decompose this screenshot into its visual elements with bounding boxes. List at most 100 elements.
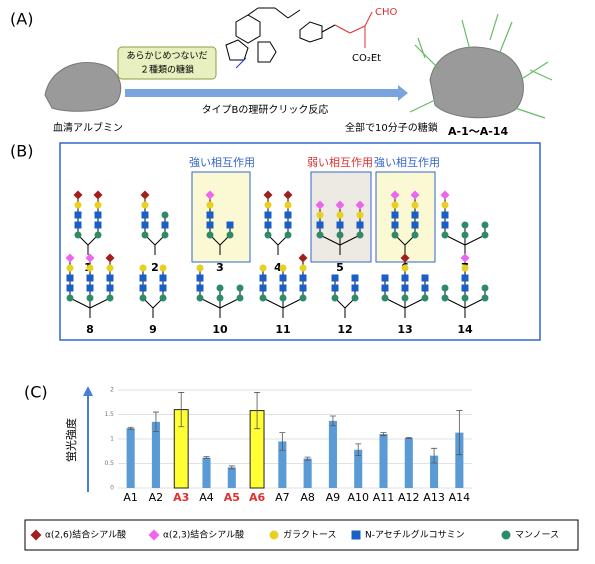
glcnac-symbol xyxy=(421,284,429,292)
glcnac-symbol xyxy=(196,274,204,282)
glycan-bond xyxy=(219,297,241,309)
galactose-symbol xyxy=(94,201,102,209)
glcnac-symbol xyxy=(284,221,292,229)
glcnac-symbol xyxy=(441,211,449,219)
mannose-symbol xyxy=(236,284,244,292)
error-bar xyxy=(355,443,362,457)
panel-label: (A) xyxy=(10,10,33,29)
glycan-bond xyxy=(89,297,111,309)
mannose-symbol xyxy=(461,231,469,239)
x-tick-label: A7 xyxy=(275,491,290,504)
mannose-symbol xyxy=(216,284,224,292)
mannose-symbol xyxy=(196,294,204,302)
glycan-number: 8 xyxy=(86,323,94,336)
legend-label: マンノース xyxy=(515,531,559,541)
mannose-symbol xyxy=(356,231,364,239)
galactose-symbol xyxy=(74,201,82,209)
glcnac-symbol xyxy=(74,211,82,219)
error-bar xyxy=(380,432,387,436)
glycan-panel xyxy=(59,142,541,341)
x-tick-label: A2 xyxy=(149,491,164,504)
glcnac-symbol xyxy=(66,274,74,282)
glcnac-symbol xyxy=(159,284,167,292)
mannose-symbol xyxy=(106,294,114,302)
glcnac-symbol xyxy=(441,221,449,229)
aldehyde-label: CHO xyxy=(375,7,398,18)
glcnac-symbol xyxy=(141,211,149,219)
x-tick-label: A4 xyxy=(199,491,214,504)
glcnac-symbol xyxy=(74,221,82,229)
sialic-23-symbol xyxy=(205,190,215,200)
galactose-symbol xyxy=(299,264,307,272)
legend-label: α(2,6)結合シアル酸 xyxy=(45,529,126,541)
mannose-symbol xyxy=(411,231,419,239)
mannose-symbol xyxy=(481,294,489,302)
bar xyxy=(202,457,211,488)
glcnac-symbol xyxy=(461,274,469,282)
glcnac-symbol xyxy=(421,274,429,282)
galactose-symbol xyxy=(411,201,419,209)
mannose-symbol xyxy=(226,231,234,239)
galactose-symbol xyxy=(264,201,272,209)
glcnac-symbol xyxy=(206,221,214,229)
x-tick-label: A10 xyxy=(347,491,369,504)
glycan-bond xyxy=(404,297,426,309)
galactose-symbol xyxy=(441,201,449,209)
protein xyxy=(44,62,122,112)
y-axis-label: 蛍光強度 xyxy=(64,418,78,462)
galactose-symbol xyxy=(159,264,167,272)
glcnac-symbol xyxy=(206,211,214,219)
glcnac-symbol xyxy=(316,221,324,229)
galactose-symbol xyxy=(106,264,114,272)
sialic-26-symbol xyxy=(298,253,308,263)
highlight-box xyxy=(191,171,251,263)
sialic-26-symbol xyxy=(400,253,410,263)
bar xyxy=(278,441,287,488)
sialic-23-symbol xyxy=(410,190,420,200)
strong-label: 強い相互作用 xyxy=(374,156,440,169)
glycan-number: 9 xyxy=(149,323,157,336)
linker-text: ２種類の糖鎖 xyxy=(140,64,194,76)
glcnac-symbol xyxy=(331,274,339,282)
galactose-symbol xyxy=(206,201,214,209)
error-bar xyxy=(431,447,438,464)
glycan-bond xyxy=(339,234,361,246)
glycan-bond xyxy=(464,234,486,246)
error-bar xyxy=(279,432,286,451)
x-tick-label: A12 xyxy=(398,491,420,504)
reaction-label: タイプBの理研クリック反応 xyxy=(202,103,329,116)
galactose-symbol xyxy=(66,264,74,272)
glycan-bond xyxy=(262,297,284,309)
mannose-symbol xyxy=(336,231,344,239)
galactose-symbol xyxy=(139,264,147,272)
sialic-23-symbol xyxy=(335,200,345,210)
legend-label: α(2,3)結合シアル酸 xyxy=(163,529,244,541)
error-bar xyxy=(254,392,261,430)
sialic-23-symbol xyxy=(65,253,75,263)
mannose-symbol xyxy=(259,294,267,302)
galactose-symbol xyxy=(356,211,364,219)
glcnac-symbol xyxy=(264,221,272,229)
galactose-symbol xyxy=(269,530,279,540)
glcnac-symbol xyxy=(139,274,147,282)
mannose-symbol xyxy=(461,294,469,302)
mannose-symbol xyxy=(351,294,359,302)
x-tick-label: A11 xyxy=(373,491,395,504)
sialic-26-symbol xyxy=(105,253,115,263)
glcnac-symbol xyxy=(391,211,399,219)
glcnac-symbol xyxy=(94,221,102,229)
x-tick-label: A1 xyxy=(123,491,138,504)
mannose-symbol xyxy=(316,231,324,239)
galactose-symbol xyxy=(86,264,94,272)
galactose-symbol xyxy=(391,201,399,209)
mannose-symbol xyxy=(481,221,489,229)
glcnac-symbol xyxy=(411,221,419,229)
glycan-bond xyxy=(319,234,341,246)
galactose-symbol xyxy=(336,211,344,219)
error-bar xyxy=(304,456,311,461)
glycan-fluff xyxy=(409,13,553,119)
mannose-symbol xyxy=(264,231,272,239)
glcnac-symbol xyxy=(259,284,267,292)
glcnac-symbol xyxy=(411,211,419,219)
